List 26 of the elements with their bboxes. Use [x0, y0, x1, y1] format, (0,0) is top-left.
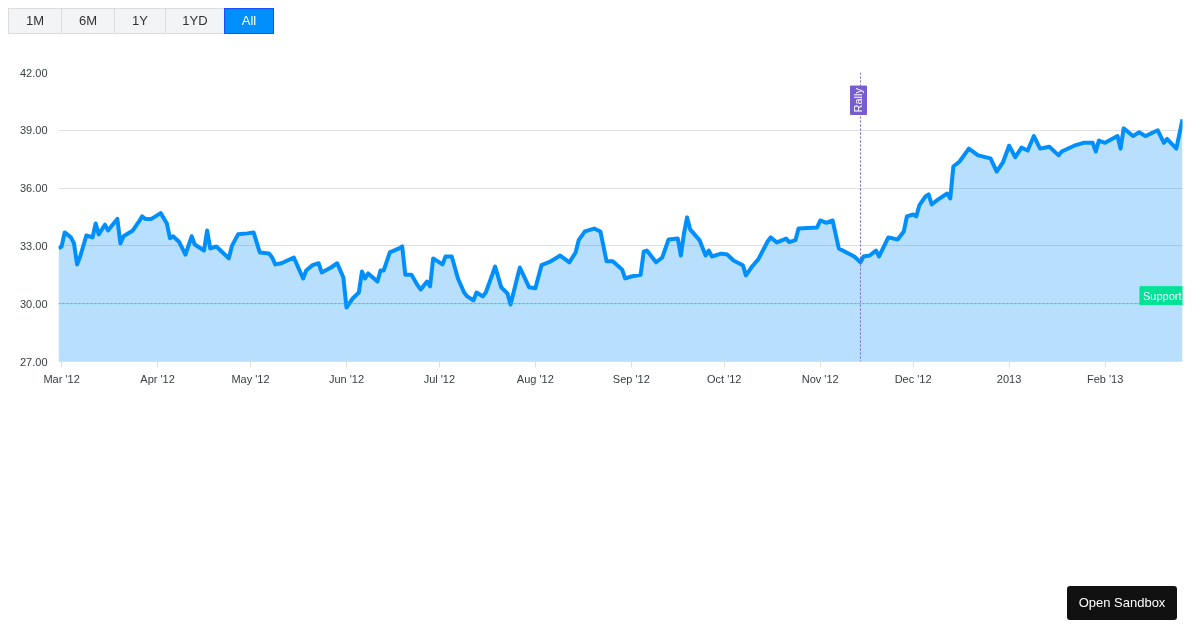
x-tick-label: Nov '12	[801, 372, 839, 385]
y-tick-label: 42.00	[19, 66, 48, 79]
x-tick-label: Jul '12	[423, 372, 456, 385]
ref-line-label: Rally	[852, 87, 865, 113]
y-tick-label: 33.00	[19, 239, 48, 252]
text: 1M	[8, 8, 62, 34]
y-tick-label: 27.00	[19, 355, 48, 368]
y-tick-label: 36.00	[19, 182, 48, 195]
x-tick-label: Feb '13	[1086, 372, 1124, 385]
ref-line-label: Support	[1142, 289, 1182, 302]
x-tick-label: Aug '12	[516, 372, 554, 385]
text: All	[224, 8, 274, 34]
x-tick-label: Mar '12	[43, 372, 80, 385]
text: Open Sandbox	[1067, 586, 1177, 620]
x-tick-label: 2013	[996, 372, 1022, 385]
y-tick-label: 30.00	[19, 297, 48, 310]
x-tick-label: Dec '12	[894, 372, 932, 385]
x-tick-label: Apr '12	[140, 372, 175, 385]
text: 1Y	[114, 8, 166, 34]
y-tick-label: 39.00	[19, 124, 48, 137]
x-tick-label: Jun '12	[328, 372, 365, 385]
text: 6M	[61, 8, 115, 34]
text: 1YD	[165, 8, 225, 34]
x-tick-label: Sep '12	[612, 372, 650, 385]
x-tick-label: Oct '12	[706, 372, 742, 385]
x-tick-label: May '12	[231, 372, 270, 385]
